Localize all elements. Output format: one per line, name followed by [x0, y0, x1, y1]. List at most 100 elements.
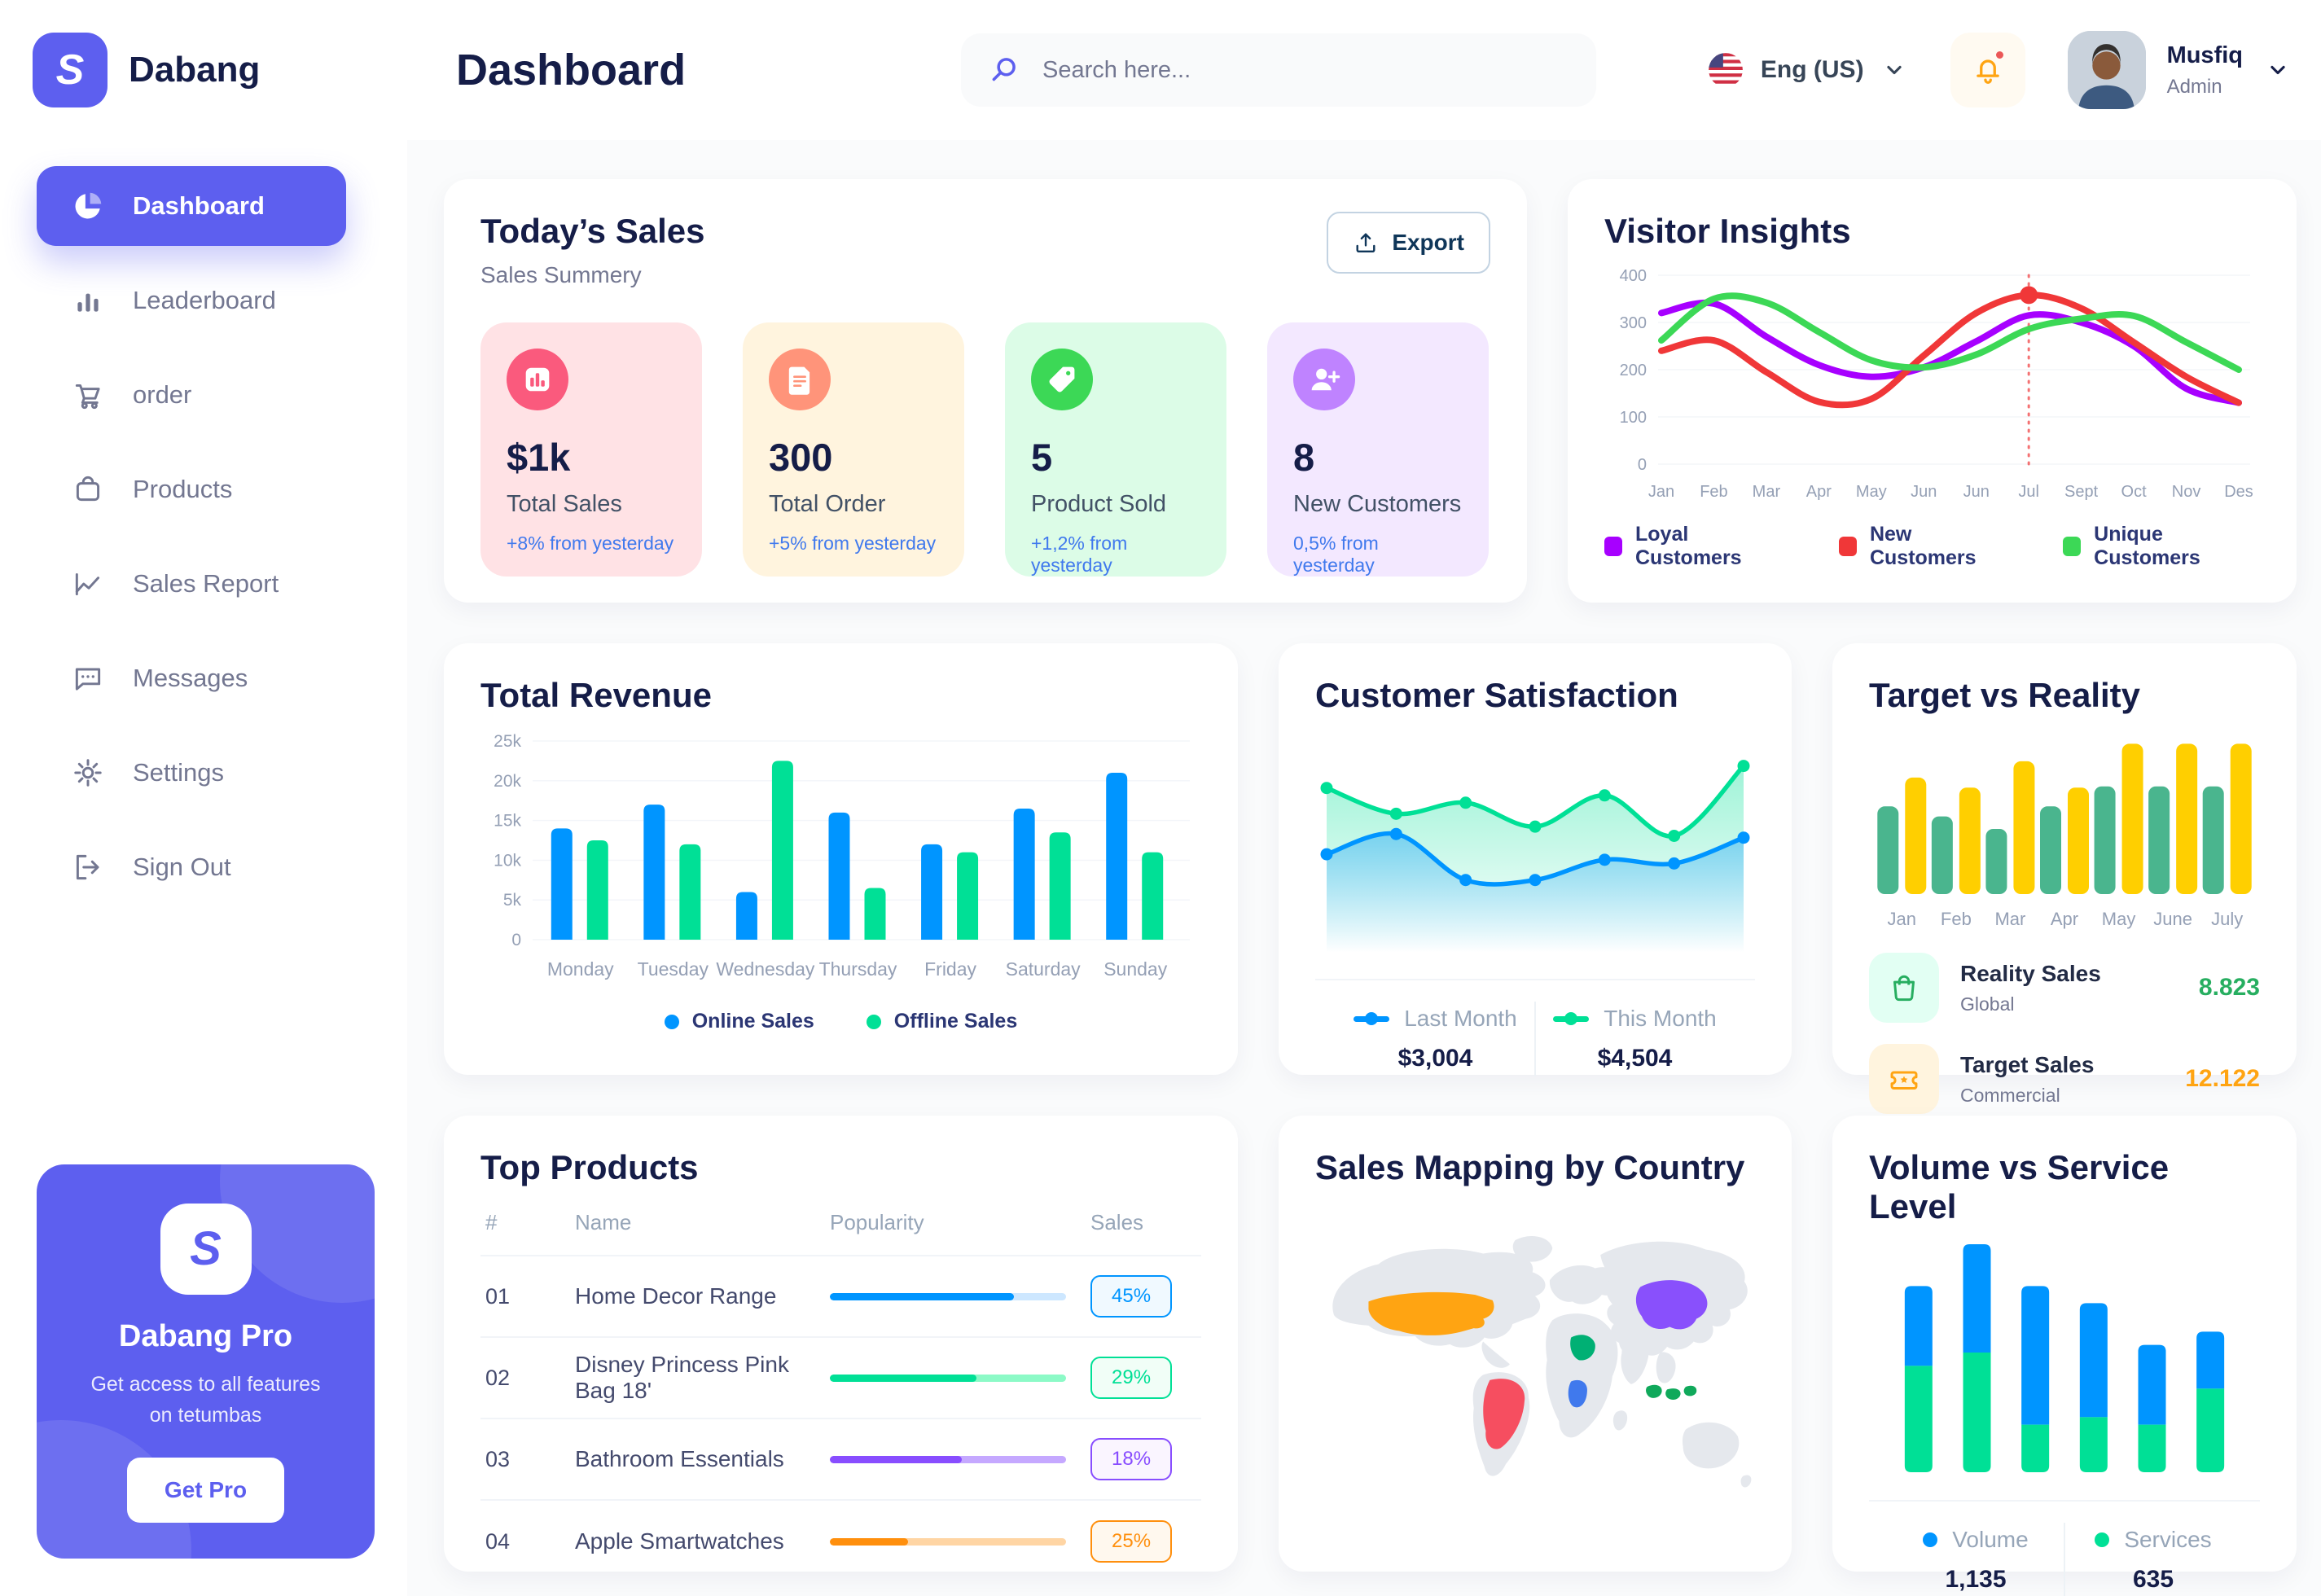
todays-sales-card: Today’s Sales Sales Summery Export $1k T…	[444, 179, 1527, 603]
page-title: Dashboard	[456, 46, 687, 94]
map-base-continents	[1332, 1235, 1752, 1488]
svg-text:Feb: Feb	[1700, 483, 1727, 501]
reality-bag-icon	[1869, 953, 1939, 1023]
sidebar-item-messages[interactable]: Messages	[37, 638, 346, 718]
notifications-button[interactable]	[1950, 33, 2025, 107]
stat-value: 300	[769, 436, 833, 479]
svg-text:Wednesday: Wednesday	[716, 958, 815, 980]
user-role: Admin	[2166, 75, 2222, 98]
top-products-card: Top Products # Name Popularity Sales 01 …	[444, 1116, 1238, 1572]
pie-chart-icon	[71, 189, 105, 223]
product-name: Apple Smartwatches	[575, 1528, 784, 1554]
svg-text:Thursday: Thursday	[819, 958, 897, 980]
svg-text:May: May	[2102, 909, 2136, 929]
col-header-index: #	[485, 1210, 498, 1234]
svg-text:Jan: Jan	[1888, 909, 1916, 929]
divider	[1869, 1500, 2260, 1502]
main-area: Dashboard Eng (US)	[407, 0, 2321, 1596]
legend-dot	[866, 1014, 881, 1029]
legend-item: This Month $4,504	[1536, 1006, 1734, 1072]
get-pro-button[interactable]: Get Pro	[126, 1458, 285, 1523]
legend-item: Target Sales Commercial 12.122	[1869, 1044, 2260, 1114]
legend-item: Services 635	[2065, 1527, 2241, 1594]
target-vs-reality-card: Target vs Reality Jan Feb Mar Apr May June Jul…	[1832, 643, 2297, 1114]
profile-menu[interactable]: Musfiq Admin	[2067, 31, 2292, 109]
row-3: Top Products # Name Popularity Sales 01 …	[444, 1116, 2297, 1596]
sidebar-item-label: Sales Report	[133, 569, 279, 598]
stat-order-icon	[769, 349, 831, 410]
leaderboard-icon	[71, 283, 105, 318]
sidebar-item-sign-out[interactable]: Sign Out	[37, 827, 346, 907]
svg-text:100: 100	[1620, 409, 1647, 427]
map-country-saudi-arabia[interactable]	[1570, 1335, 1595, 1361]
svg-text:July: July	[2211, 909, 2243, 929]
map-country-brazil[interactable]	[1483, 1379, 1525, 1449]
legend-sublabel: Commercial	[1960, 1084, 2060, 1106]
user-name: Musfiq	[2166, 42, 2243, 68]
sidebar-item-order[interactable]: order	[37, 355, 346, 435]
map-country-china[interactable]	[1635, 1280, 1708, 1330]
pro-subtitle: Get access to all features on tetumbas	[90, 1372, 321, 1427]
sales-badge: 29%	[1090, 1357, 1173, 1399]
popularity-bar	[830, 1537, 1066, 1546]
search-input[interactable]	[1042, 56, 1570, 84]
map-country-indonesia[interactable]	[1646, 1384, 1697, 1401]
sidebar-item-products[interactable]: Products	[37, 449, 346, 529]
svg-text:Feb: Feb	[1941, 909, 1972, 929]
sales-report-icon	[71, 567, 105, 601]
stat-user-icon	[1293, 349, 1355, 410]
target-vs-reality-title: Target vs Reality	[1869, 676, 2141, 714]
table-body: 01 Home Decor Range 45% 02 Disney Princes…	[480, 1256, 1201, 1582]
legend-label: Services	[2124, 1527, 2212, 1552]
legend-item: Reality Sales Global 8.823	[1869, 953, 2260, 1023]
svg-text:Saturday: Saturday	[1006, 958, 1082, 980]
legend-item: Loyal Customers	[1604, 523, 1787, 570]
legend-dot	[1923, 1532, 1938, 1547]
product-index: 01	[485, 1283, 511, 1309]
visitor-insights-legend: Loyal Customers New Customers Unique Custo…	[1604, 523, 2260, 570]
todays-sales-title: Today’s Sales	[480, 212, 705, 250]
stat-label: Total Order	[769, 491, 886, 517]
us-flag-icon	[1707, 51, 1744, 89]
chevron-down-icon	[1880, 56, 1908, 84]
sidebar-item-dashboard[interactable]: Dashboard	[37, 166, 346, 246]
legend-value: $3,004	[1397, 1045, 1473, 1072]
sidebar-item-label: Settings	[133, 758, 225, 787]
map-country-dr-congo[interactable]	[1568, 1379, 1587, 1408]
language-selector[interactable]: Eng (US)	[1707, 51, 1908, 89]
bag-icon	[71, 472, 105, 506]
export-button[interactable]: Export	[1327, 212, 1490, 274]
sales-map-card: Sales Mapping by Country	[1279, 1116, 1792, 1572]
svg-text:June: June	[2153, 909, 2192, 929]
language-label: Eng (US)	[1760, 56, 1864, 83]
legend-label: Volume	[1952, 1527, 2029, 1552]
map-country-united-states[interactable]	[1368, 1291, 1494, 1335]
table-row: 02 Disney Princess Pink Bag 18' 29%	[480, 1338, 1201, 1419]
stat-card-total-sales: $1k Total Sales +8% from yesterday	[480, 322, 702, 577]
sidebar-item-leaderboard[interactable]: Leaderboard	[37, 261, 346, 340]
product-index: 04	[485, 1528, 511, 1554]
stat-cards: $1k Total Sales +8% from yesterday 300 T…	[480, 322, 1490, 577]
legend-swatch	[1604, 537, 1622, 556]
pro-promo-card: S Dabang Pro Get access to all features …	[37, 1164, 375, 1559]
product-name: Bathroom Essentials	[575, 1446, 784, 1471]
stat-label: New Customers	[1293, 491, 1462, 517]
svg-text:May: May	[1856, 483, 1887, 501]
svg-text:Jan: Jan	[1648, 483, 1674, 501]
sidebar-item-label: Dashboard	[133, 191, 265, 220]
product-index: 02	[485, 1365, 511, 1390]
svg-text:Sept: Sept	[2064, 483, 2099, 501]
legend-marker	[1553, 1011, 1590, 1025]
stat-tag-icon	[1031, 349, 1093, 410]
stat-card-product-sold: 5 Product Sold +1,2% from yesterday	[1005, 322, 1226, 577]
legend-item: Offline Sales	[866, 1010, 1017, 1033]
sidebar-item-sales-report[interactable]: Sales Report	[37, 544, 346, 624]
sidebar-item-settings[interactable]: Settings	[37, 733, 346, 813]
sales-badge: 18%	[1090, 1438, 1173, 1480]
product-index: 03	[485, 1446, 511, 1471]
top-products-table: # Name Popularity Sales 01 Home Decor Ra…	[480, 1210, 1201, 1582]
world-map	[1315, 1215, 1755, 1512]
col-header-popularity: Popularity	[830, 1210, 924, 1234]
visitor-insights-card: Visitor Insights 0 100 200 300 400 Jan Feb Mar A…	[1568, 179, 2297, 603]
